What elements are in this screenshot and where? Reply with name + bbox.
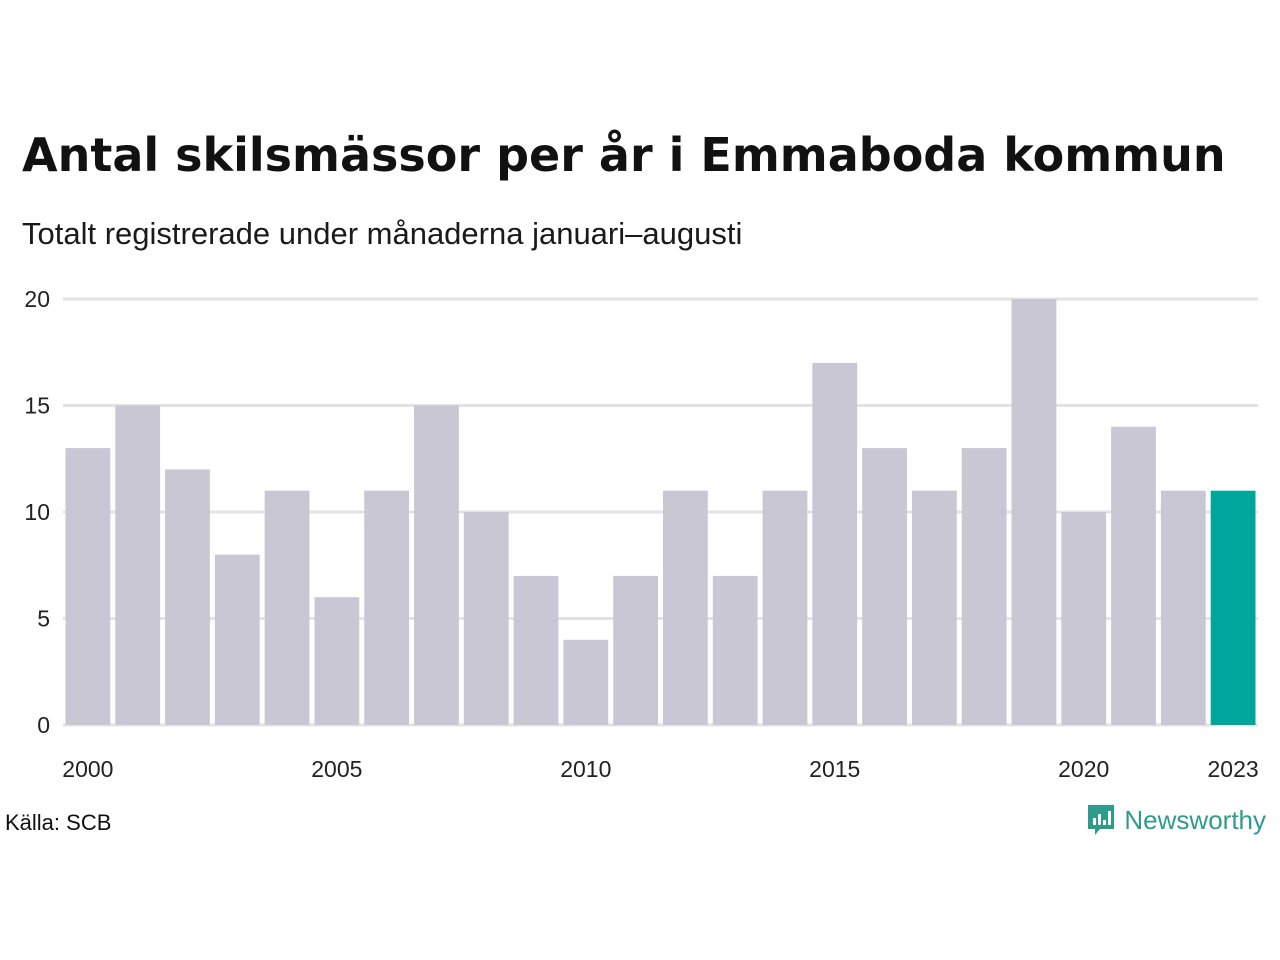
y-tick-label: 20 (24, 286, 50, 312)
bar-2016 (862, 448, 907, 725)
x-tick-label: 2010 (560, 756, 611, 782)
bar-2004 (264, 490, 310, 725)
x-tick-label: 2005 (311, 756, 362, 782)
bar-2003 (214, 554, 260, 725)
bar-2020 (1061, 512, 1107, 725)
chart-subtitle: Totalt registrerade under månaderna janu… (22, 216, 743, 251)
newsworthy-logo-icon (1088, 805, 1115, 835)
bar-chart: 0 5 10 15 20 2000 2005 2010 2015 2020 2023 (24, 286, 1258, 782)
bar-2013 (712, 575, 758, 725)
x-axis-labels: 2000 2005 2010 2015 2020 2023 (62, 756, 1258, 782)
y-tick-label: 15 (24, 393, 50, 419)
brand-name: Newsworthy (1124, 804, 1266, 835)
bar-2001 (115, 405, 161, 725)
x-tick-label: 2000 (62, 756, 113, 782)
bar-2005 (314, 597, 360, 725)
chart-title: Antal skilsmässor per år i Emmaboda komm… (22, 128, 1226, 182)
y-tick-label: 10 (24, 499, 50, 525)
gridlines (63, 297, 1258, 727)
y-axis-labels: 0 5 10 15 20 (24, 286, 50, 738)
bar-2021 (1111, 426, 1156, 725)
bar-2014 (762, 490, 808, 725)
x-tick-label: 2023 (1208, 756, 1259, 782)
y-tick-label: 0 (37, 712, 50, 738)
bar-2007 (414, 405, 459, 725)
bar-2012 (663, 490, 708, 725)
source-note: Källa: SCB (5, 810, 112, 835)
bar-2022 (1160, 490, 1206, 725)
bar-2011 (613, 575, 658, 725)
bar-2006 (364, 490, 410, 725)
bars (65, 299, 1256, 725)
x-tick-label: 2020 (1058, 756, 1109, 782)
y-tick-label: 5 (37, 606, 50, 632)
x-tick-label: 2015 (809, 756, 860, 782)
bar-2018 (961, 448, 1007, 725)
bar-2023 (1210, 490, 1256, 725)
brand-logo[interactable]: Newsworthy (1086, 803, 1266, 837)
bar-2002 (165, 469, 210, 725)
bar-2009 (513, 575, 559, 725)
bar-2008 (463, 512, 509, 725)
bar-2000 (65, 448, 111, 725)
bar-2019 (1011, 299, 1057, 725)
bar-2010 (563, 639, 609, 725)
bar-2015 (812, 362, 858, 725)
bar-2017 (911, 490, 957, 725)
